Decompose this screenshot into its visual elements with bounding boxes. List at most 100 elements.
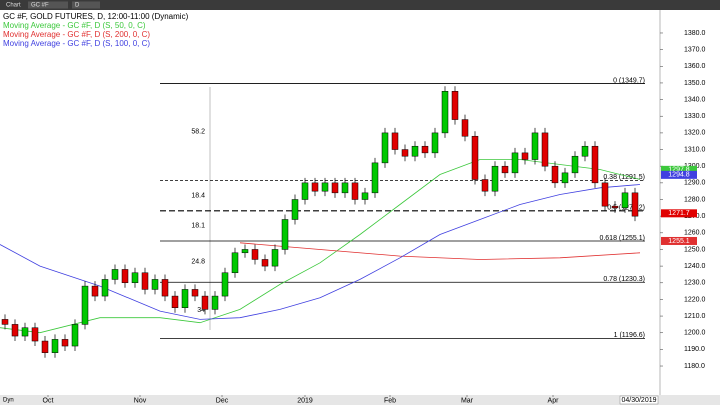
candle-body xyxy=(251,249,259,260)
candle-body xyxy=(261,259,269,267)
candle-body xyxy=(601,182,609,207)
candle-body xyxy=(421,145,429,154)
x-tick-label: Feb xyxy=(384,397,396,404)
date-right: 04/30/2019 xyxy=(621,397,656,404)
candle-body xyxy=(401,149,409,157)
candle-body xyxy=(81,285,89,325)
candle-body xyxy=(151,279,159,290)
price-tag-label: 1255.1 xyxy=(668,238,690,245)
toolbar-label: Chart xyxy=(6,3,21,9)
fib-label: 0.5 (1273.2) xyxy=(607,205,645,212)
candle-body xyxy=(11,324,19,337)
candle-body xyxy=(291,199,299,220)
x-tick-label: 2019 xyxy=(297,397,313,404)
candle-body xyxy=(361,192,369,200)
candle-body xyxy=(431,132,439,154)
date-left: Dyn xyxy=(3,398,14,404)
fib-label: 0.78 (1230.3) xyxy=(603,276,645,283)
candle-body xyxy=(491,165,499,192)
legend-entry: Moving Average - GC #F, D (S, 50, 0, C) xyxy=(3,21,146,30)
price-tag xyxy=(661,236,697,245)
y-tick-label: 1360.0 xyxy=(684,63,706,70)
fib-label: 1 (1196.6) xyxy=(614,332,645,339)
y-tick-label: 1240.0 xyxy=(684,263,706,270)
candle-body xyxy=(411,145,419,157)
candle-body xyxy=(231,252,239,274)
candle-body xyxy=(511,152,519,174)
x-tick-label: Mar xyxy=(461,397,474,404)
fib-gap: 34 xyxy=(197,307,205,314)
candle-body xyxy=(521,152,529,160)
x-tick-label: Apr xyxy=(548,397,560,404)
legend-entry: Moving Average - GC #F, D (S, 100, 0, C) xyxy=(3,39,150,48)
y-tick-label: 1190.0 xyxy=(684,346,705,353)
marks: 1180.0 1190.0 1200.0 1210.0 1220.0 1230.0 1240… xyxy=(0,21,706,404)
candle-body xyxy=(621,192,629,209)
candle-body xyxy=(301,182,309,200)
fib-label: 0.618 (1255.1) xyxy=(599,235,645,242)
candle-body xyxy=(451,91,459,120)
candle-body xyxy=(481,179,489,192)
legend-title: GC #F, GOLD FUTURES, D, 12:00-11:00 (Dyn… xyxy=(3,12,189,21)
y-tick-label: 1370.0 xyxy=(684,46,706,53)
y-tick-label: 1350.0 xyxy=(684,80,706,87)
candle-body xyxy=(381,132,389,164)
interval[interactable]: D xyxy=(75,3,80,9)
x-tick-label: Nov xyxy=(134,397,147,404)
candle-body xyxy=(571,155,579,174)
candle-body xyxy=(611,205,619,209)
candle-body xyxy=(21,327,29,337)
candle-body xyxy=(281,219,289,250)
candle-body xyxy=(541,132,549,167)
candle-body xyxy=(561,172,569,184)
candle-body xyxy=(201,295,209,310)
y-tick-label: 1330.0 xyxy=(684,113,706,120)
y-tick-label: 1220.0 xyxy=(684,296,706,303)
fib-gap: 18.4 xyxy=(191,192,205,199)
fib-label: 0 (1349.7) xyxy=(613,77,645,84)
fib-gap: 18.1 xyxy=(191,223,205,230)
candle-body xyxy=(321,182,329,192)
interval-box[interactable] xyxy=(72,1,100,9)
candle-body xyxy=(191,289,199,297)
price-tag xyxy=(661,165,697,174)
y-tick-label: 1250.0 xyxy=(684,246,706,253)
y-tick-label: 1200.0 xyxy=(684,330,706,337)
candle-body xyxy=(591,145,599,184)
candle-body xyxy=(101,279,109,297)
candle-body xyxy=(241,249,249,254)
candle-body xyxy=(271,249,279,267)
y-tick-label: 1230.0 xyxy=(684,280,706,287)
y-tick-label: 1310.0 xyxy=(684,146,706,153)
candle-body xyxy=(41,340,49,353)
candle-body xyxy=(391,132,399,150)
symbol-box[interactable] xyxy=(28,1,68,9)
symbol[interactable]: GC #F xyxy=(31,3,49,9)
candle-body xyxy=(221,272,229,297)
candle-body xyxy=(351,182,359,200)
x-tick-label: Dec xyxy=(216,397,229,404)
fib-gap: 58.2 xyxy=(191,129,205,136)
candle-body xyxy=(331,182,339,194)
fib-gap: 24.8 xyxy=(191,258,205,265)
y-tick-label: 1320.0 xyxy=(684,130,706,137)
candle-body xyxy=(441,91,449,134)
y-tick-label: 1260.0 xyxy=(684,230,706,237)
toolbar xyxy=(0,0,720,10)
candle-body xyxy=(51,339,59,353)
candle-body xyxy=(131,272,139,284)
candle-body xyxy=(471,135,479,180)
candle-body xyxy=(171,295,179,308)
candle-body xyxy=(371,162,379,194)
candle-body xyxy=(211,295,219,310)
moving-average xyxy=(0,184,641,320)
plot-area xyxy=(0,10,660,395)
moving-average xyxy=(0,159,641,334)
price-tag xyxy=(661,209,697,218)
candle-body xyxy=(581,145,589,157)
candle-body xyxy=(341,182,349,194)
y-tick-label: 1290.0 xyxy=(684,180,706,187)
candle-body xyxy=(461,119,469,137)
date-strip xyxy=(0,395,720,405)
